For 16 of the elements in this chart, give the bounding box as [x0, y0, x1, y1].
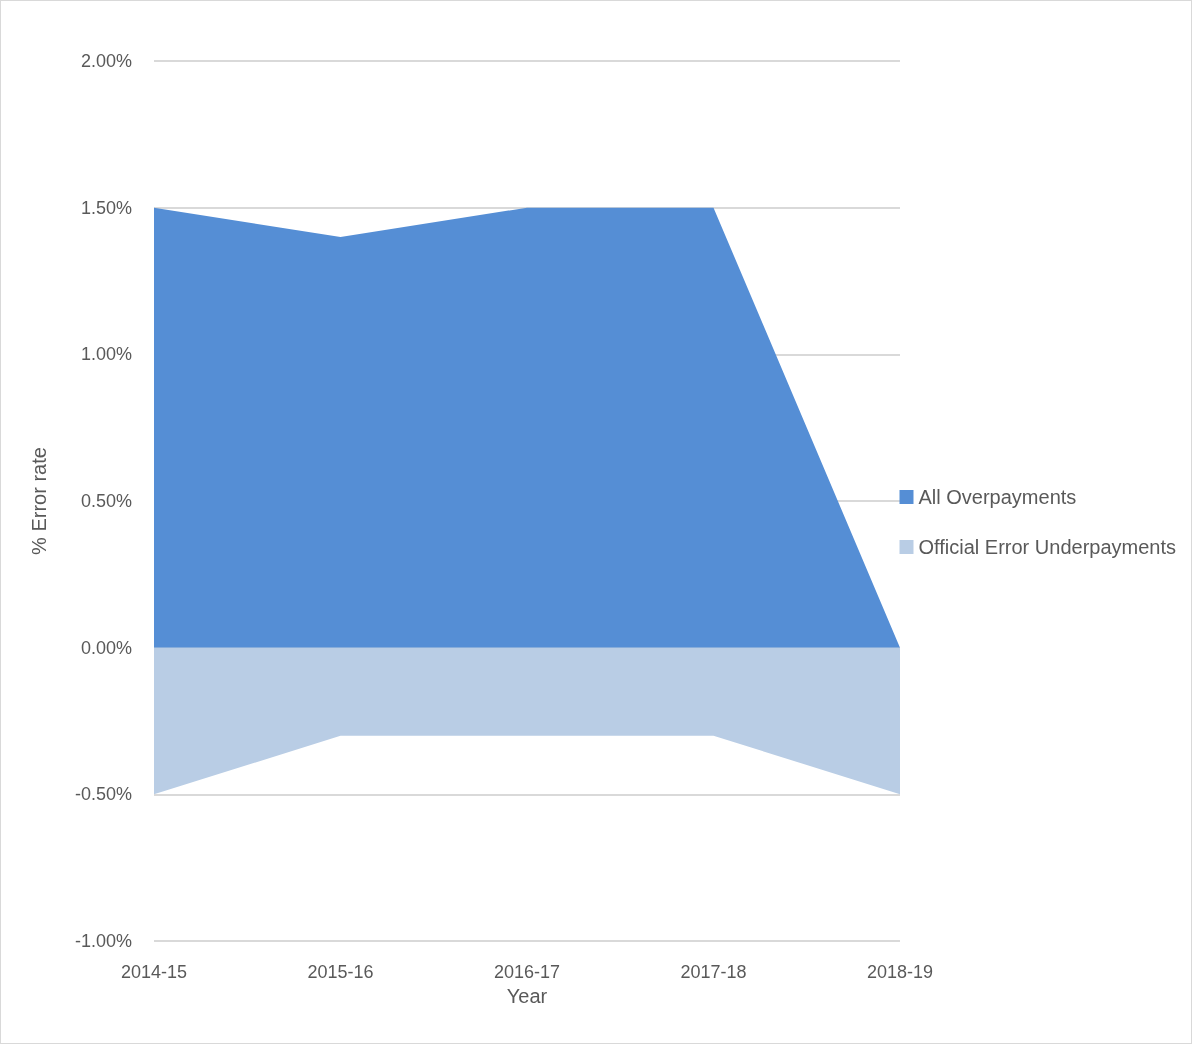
legend-label: All Overpayments: [918, 486, 1077, 508]
x-tick-label: 2014-15: [120, 962, 188, 982]
x-tick-label: 2015-16: [307, 962, 374, 982]
x-axis-title: Year: [506, 984, 548, 1007]
y-tick-label: 1.00%: [80, 344, 132, 365]
y-axis-title: % Error rate: [28, 447, 50, 555]
y-tick-label: -1.00%: [74, 931, 132, 951]
x-tick-label: 2017-18: [680, 962, 747, 982]
x-tick-label: 2018-19: [866, 962, 934, 982]
y-tick-label: 2.00%: [80, 51, 132, 71]
legend-label: Official Error Underpayments: [918, 536, 1176, 558]
x-tick-label: 2016-17: [493, 962, 561, 982]
y-tick-label: 1.50%: [80, 197, 132, 218]
y-tick-label: -0.50%: [74, 784, 132, 805]
y-tick-label: 0.00%: [80, 637, 132, 658]
y-tick-label: 0.50%: [80, 491, 132, 511]
